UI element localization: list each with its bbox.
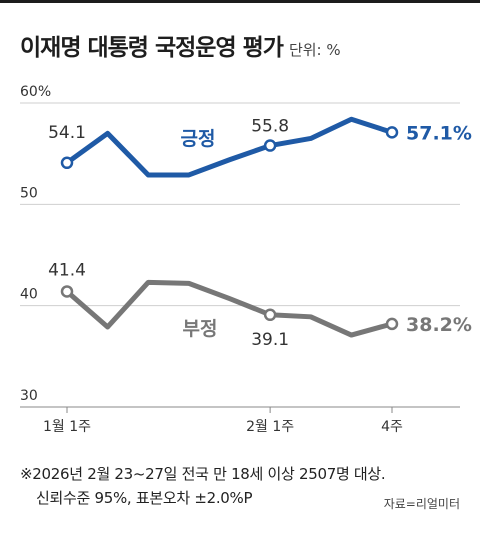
title-row: 이재명 대통령 국정운영 평가 단위: %	[20, 28, 341, 62]
data-label-positive-8: 57.1%	[406, 122, 472, 144]
point-marker-positive-0	[60, 156, 74, 170]
footnote-line-2: 신뢰수준 95%, 표본오차 ±2.0%P	[36, 489, 253, 507]
point-marker-positive-5	[263, 139, 277, 152]
chart-title: 이재명 대통령 국정운영 평가	[20, 35, 284, 61]
x-tick-label-5: 2월 1주	[246, 419, 294, 435]
x-tick-label-8: 4주	[381, 419, 403, 435]
y-tick-label-50: 50	[20, 185, 38, 201]
unit-label: 단위: %	[288, 41, 341, 59]
series-line-positive	[64, 116, 395, 178]
data-label-positive-5: 55.8	[251, 117, 289, 137]
point-marker-negative-5	[263, 308, 277, 322]
data-label-positive-0: 54.1	[48, 123, 86, 143]
series-label-positive: 긍정	[181, 128, 216, 150]
source-credit: 자료=리얼미터	[383, 497, 460, 511]
data-label-negative-8: 38.2%	[406, 314, 472, 336]
data-label-negative-0: 41.4	[48, 260, 86, 280]
x-tick-label-0: 1월 1주	[43, 419, 91, 435]
top-rule	[0, 0, 480, 3]
point-marker-negative-0	[60, 285, 74, 298]
footnote-line-1: ※2026년 2월 23~27일 전국 만 18세 이상 2507명 대상.	[20, 465, 386, 483]
y-tick-label-60: 60%	[20, 84, 51, 100]
point-marker-positive-8	[385, 126, 399, 139]
series-label-negative: 부정	[183, 318, 218, 340]
series-line-negative	[64, 279, 395, 338]
data-label-negative-5: 39.1	[251, 330, 289, 350]
y-tick-label-40: 40	[20, 287, 38, 303]
point-marker-negative-8	[385, 317, 399, 331]
footnote: ※2026년 2월 23~27일 전국 만 18세 이상 2507명 대상. 신…	[20, 462, 386, 510]
y-tick-label-30: 30	[20, 388, 38, 404]
